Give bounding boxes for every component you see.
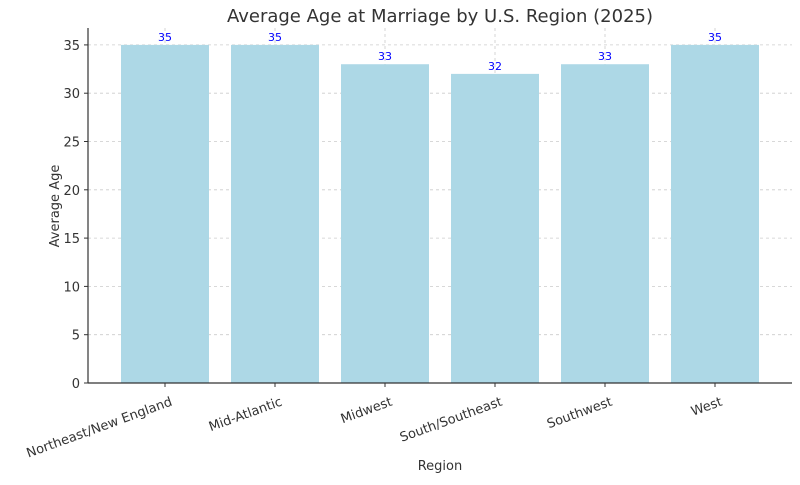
x-axis-label: Region <box>418 459 463 474</box>
bar-2 <box>341 64 429 383</box>
data-labels: 35 35 33 32 33 35 <box>158 31 722 73</box>
bar-0 <box>121 44 209 384</box>
y-tick-label: 35 <box>63 39 80 54</box>
bars <box>121 44 759 384</box>
data-label: 32 <box>488 60 502 73</box>
chart-title: Average Age at Marriage by U.S. Region (… <box>227 6 653 27</box>
x-tick-label: Midwest <box>339 395 394 427</box>
x-axis-ticks: Northeast/New England Mid-Atlantic Midwest… <box>25 383 724 462</box>
y-axis-label: Average Age <box>48 165 63 248</box>
y-tick-label: 0 <box>72 377 80 392</box>
x-tick-label: Southwest <box>545 395 614 432</box>
y-tick-label: 10 <box>63 280 80 295</box>
bar-5 <box>671 44 759 384</box>
data-label: 35 <box>708 31 722 44</box>
y-tick-label: 5 <box>72 329 80 344</box>
bar-4 <box>561 64 649 383</box>
data-label: 33 <box>598 50 612 63</box>
x-tick-label: Northeast/New England <box>25 395 175 462</box>
y-axis-ticks: 0 5 10 15 20 25 30 35 <box>63 39 88 392</box>
data-label: 33 <box>378 50 392 63</box>
x-tick-label: Mid-Atlantic <box>207 395 284 435</box>
bar-3 <box>451 73 539 384</box>
y-tick-label: 25 <box>63 136 80 151</box>
bar-1 <box>231 44 319 384</box>
y-tick-label: 20 <box>63 184 80 199</box>
data-label: 35 <box>158 31 172 44</box>
data-label: 35 <box>268 31 282 44</box>
x-tick-label: West <box>689 395 724 420</box>
y-tick-label: 30 <box>63 87 80 102</box>
x-tick-label: South/Southeast <box>398 395 504 446</box>
y-tick-label: 15 <box>63 232 80 247</box>
